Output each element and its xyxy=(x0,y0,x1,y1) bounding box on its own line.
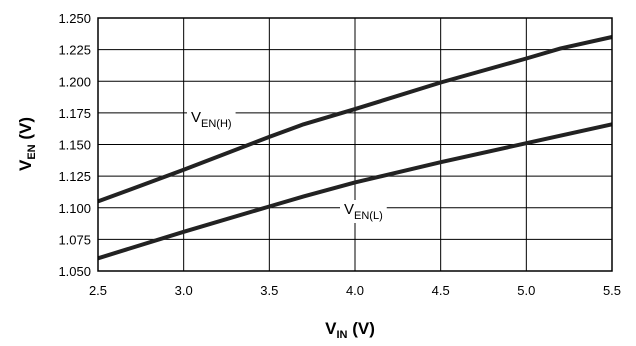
y-tick-label: 1.225 xyxy=(58,43,91,58)
x-tick-labels: 2.5 3.0 3.5 4.0 4.5 5.0 5.5 xyxy=(89,283,621,298)
series-lines xyxy=(97,35,613,261)
series-label-low: VEN(L) xyxy=(344,201,383,222)
y-tick-label: 1.175 xyxy=(58,106,91,121)
y-tick-labels: 1.050 1.075 1.100 1.125 1.150 1.175 1.200 1.225… xyxy=(58,11,91,279)
y-tick-label: 1.075 xyxy=(58,232,91,247)
series-line-low xyxy=(97,122,613,261)
x-tick-label: 2.5 xyxy=(89,283,107,298)
x-tick-label: 3.5 xyxy=(260,283,278,298)
x-tick-label: 4.0 xyxy=(346,283,364,298)
y-tick-label: 1.200 xyxy=(58,74,91,89)
series-line-high xyxy=(97,35,613,204)
y-tick-label: 1.250 xyxy=(58,11,91,26)
y-tick-label: 1.100 xyxy=(58,201,91,216)
series-labels: VEN(H) VEN(L) xyxy=(191,109,383,222)
x-tick-label: 5.5 xyxy=(603,283,621,298)
x-tick-label: 4.5 xyxy=(432,283,450,298)
series-label-background xyxy=(340,200,387,223)
x-axis-title: VIN (V) xyxy=(325,319,375,341)
series-label-high: VEN(H) xyxy=(191,109,232,130)
series-label-backgrounds xyxy=(187,108,387,223)
y-tick-label: 1.050 xyxy=(58,264,91,279)
grid xyxy=(98,18,612,271)
y-tick-label: 1.150 xyxy=(58,138,91,153)
y-axis-title: VEN (V) xyxy=(16,117,38,171)
plot-frame xyxy=(97,17,613,272)
series-label-background xyxy=(187,108,236,131)
x-tick-label: 3.0 xyxy=(175,283,193,298)
y-tick-label: 1.125 xyxy=(58,169,91,184)
x-tick-label: 5.0 xyxy=(517,283,535,298)
